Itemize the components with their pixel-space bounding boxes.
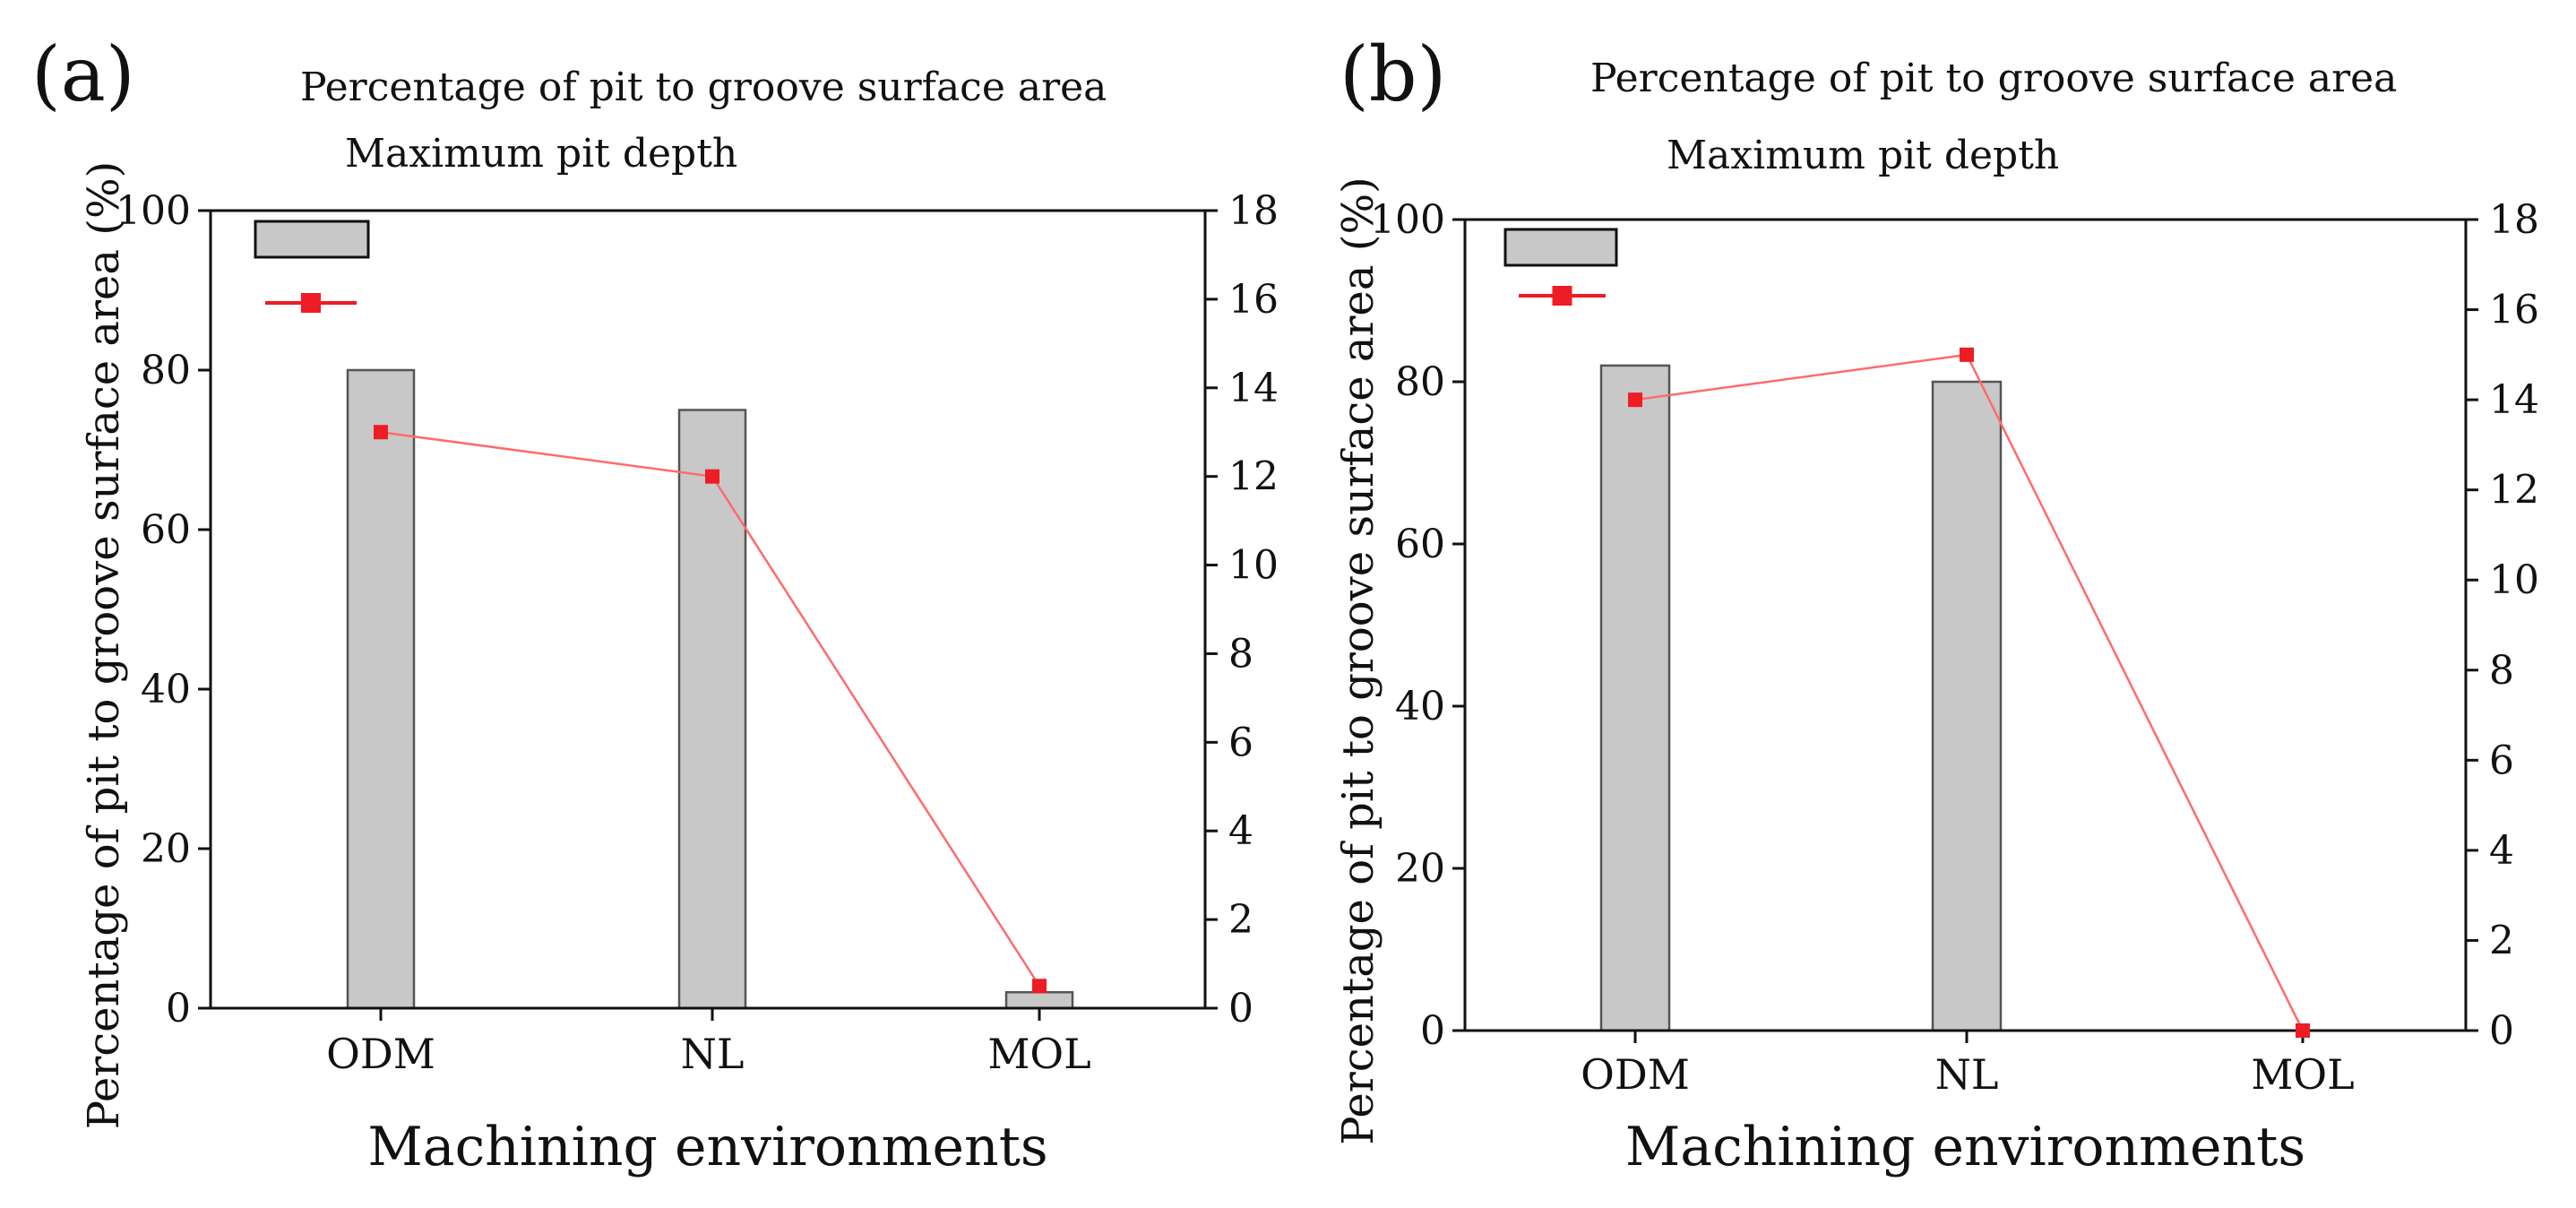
point-odm: [1628, 393, 1642, 408]
y-tick-label: 100: [116, 188, 191, 234]
y2-tick-label: 10: [1228, 543, 1279, 589]
legend-label-bar: Percentage of pit to groove surface area: [300, 65, 1107, 110]
panel-a: (a) Percentage of pit to groove surface a…: [31, 30, 1279, 1178]
bar-odm: [1599, 364, 1671, 1032]
y2-tick-label: 0: [2489, 1008, 2514, 1054]
y2-tick-label: 4: [1228, 808, 1254, 854]
x-axis-title: Machining environments: [1625, 1116, 2305, 1178]
legend-label-bar: Percentage of pit to groove surface area: [1590, 56, 2397, 101]
y-tick-label: 60: [141, 507, 191, 553]
plot-frame: [209, 209, 1207, 1010]
y-tick-label: 20: [141, 826, 191, 872]
y2-tick-label: 12: [2489, 468, 2539, 513]
y2-tick-label: 10: [2489, 557, 2539, 603]
point-mol: [1032, 979, 1047, 994]
y-tick-label: 0: [1420, 1008, 1445, 1054]
legend-bar-swatch: [1503, 228, 1618, 267]
y2-tick-label: 16: [1228, 277, 1279, 323]
y2-tick-label: 2: [2489, 918, 2514, 963]
legend-label-line: Maximum pit depth: [1667, 133, 2059, 178]
point-nl: [1960, 347, 1974, 362]
y2-tick-label: 12: [1228, 454, 1279, 500]
y2-tick-label: 18: [1228, 188, 1279, 234]
bar-nl: [1931, 380, 2003, 1032]
y-tick-label: 80: [1395, 359, 1445, 405]
legend-label-line: Maximum pit depth: [345, 131, 737, 177]
y-tick-label: 0: [166, 986, 191, 1031]
y2-tick-label: 14: [2489, 377, 2539, 423]
y-tick-label: 40: [1395, 684, 1445, 729]
x-tick-label-mol: MOL: [987, 1030, 1090, 1078]
y2-tick-label: 4: [2489, 828, 2514, 874]
y-tick-label: 100: [1370, 197, 1445, 243]
y2-tick-label: 8: [2489, 648, 2514, 694]
legend-line-marker: [301, 293, 321, 313]
x-axis-title: Machining environments: [367, 1116, 1047, 1178]
bar-mol: [1004, 990, 1074, 1010]
y-tick-label: 40: [141, 667, 191, 712]
y2-tick-label: 2: [1228, 897, 1254, 943]
point-odm: [374, 425, 388, 440]
y2-tick-label: 8: [1228, 631, 1254, 677]
x-tick-label-mol: MOL: [2251, 1050, 2354, 1099]
y2-tick-label: 16: [2489, 288, 2539, 333]
y-tick-label: 60: [1395, 522, 1445, 567]
y2-tick-label: 18: [2489, 197, 2539, 243]
point-nl: [705, 469, 719, 484]
x-tick-label-odm: ODM: [1581, 1050, 1690, 1099]
x-tick-label-nl: NL: [1935, 1050, 1999, 1099]
legend-line-marker: [1552, 286, 1572, 306]
bar-odm: [346, 368, 416, 1010]
y2-tick-label: 6: [2489, 738, 2514, 783]
point-mol: [2296, 1023, 2310, 1038]
y-tick-label: 80: [141, 348, 191, 393]
legend-bar-swatch: [254, 220, 370, 259]
x-tick-label-odm: ODM: [326, 1030, 435, 1078]
y-axis-title: Percentage of pit to groove surface area…: [1333, 177, 1383, 1145]
panel-b: (b) Percentage of pit to groove surface a…: [1333, 30, 2539, 1178]
panel-label: (a): [31, 30, 135, 118]
bar-nl: [677, 409, 747, 1010]
y-tick-label: 20: [1395, 846, 1445, 892]
y2-tick-label: 14: [1228, 366, 1279, 411]
panel-label: (b): [1340, 30, 1446, 118]
y2-tick-label: 6: [1228, 720, 1254, 765]
y2-tick-label: 0: [1228, 986, 1254, 1031]
x-tick-label-nl: NL: [681, 1030, 745, 1078]
y-axis-title: Percentage of pit to groove surface area…: [79, 161, 129, 1130]
